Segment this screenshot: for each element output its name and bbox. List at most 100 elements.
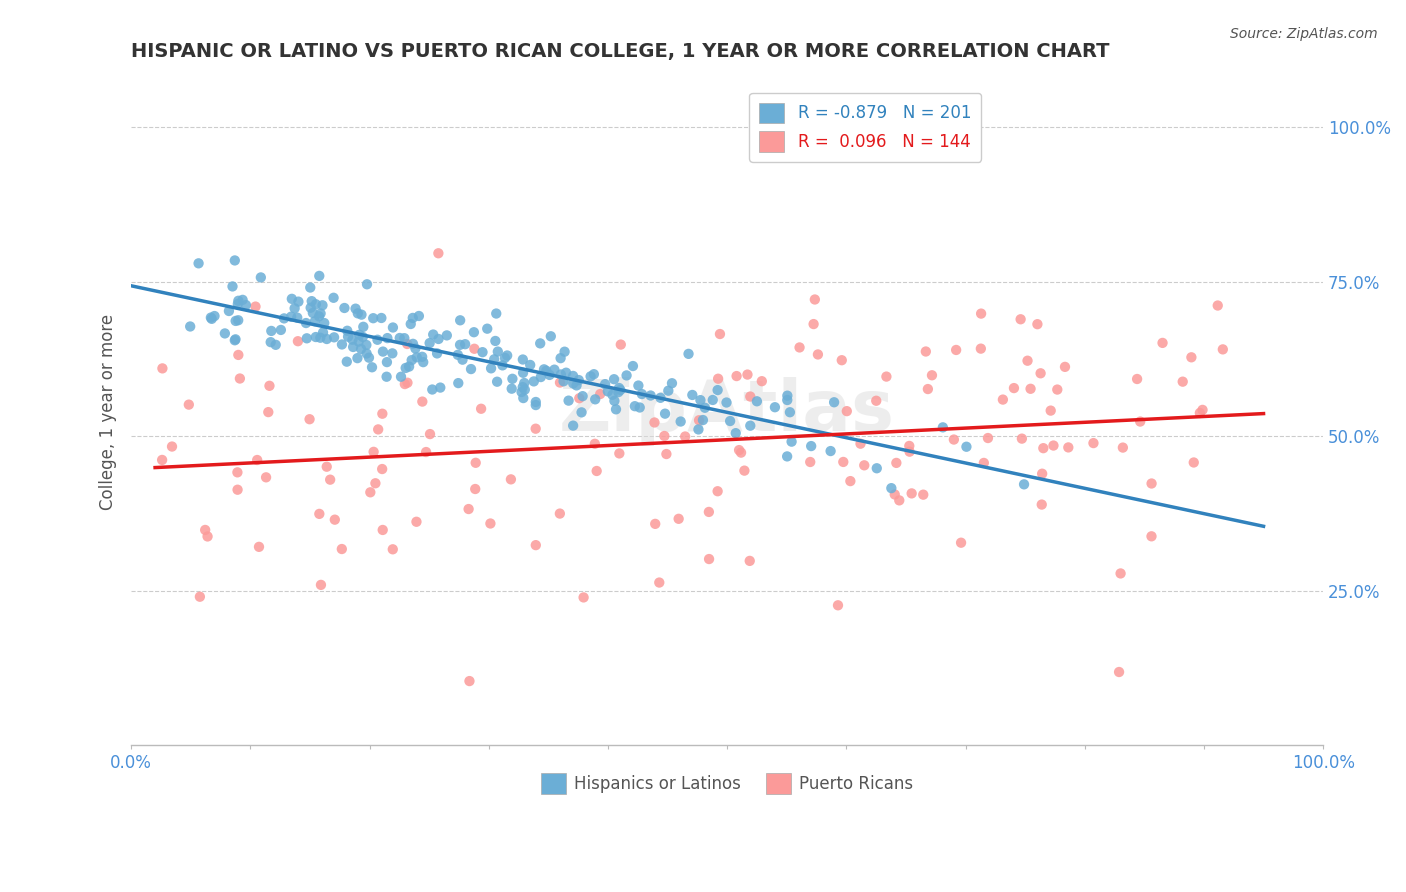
Hispanics or Latinos [260, 335, 283, 350]
Hispanics or Latinos [336, 324, 359, 338]
Puerto Ricans [1206, 299, 1229, 313]
Hispanics or Latinos [479, 361, 502, 376]
Hispanics or Latinos [932, 420, 955, 434]
Hispanics or Latinos [356, 346, 378, 360]
Hispanics or Latinos [451, 352, 474, 367]
Hispanics or Latinos [485, 306, 508, 320]
Hispanics or Latinos [603, 393, 626, 408]
Hispanics or Latinos [955, 440, 977, 454]
Puerto Ricans [548, 507, 571, 521]
Hispanics or Latinos [224, 333, 246, 347]
Hispanics or Latinos [820, 444, 842, 458]
Hispanics or Latinos [361, 311, 384, 326]
Hispanics or Latinos [823, 395, 845, 409]
Y-axis label: College, 1 year or more: College, 1 year or more [100, 313, 117, 509]
Puerto Ricans [364, 476, 387, 491]
Hispanics or Latinos [583, 392, 606, 407]
Puerto Ricans [464, 456, 486, 470]
Hispanics or Latinos [501, 382, 523, 396]
Puerto Ricans [1212, 343, 1234, 357]
Hispanics or Latinos [661, 376, 683, 391]
Puerto Ricans [315, 459, 337, 474]
Puerto Ricans [832, 455, 855, 469]
Hispanics or Latinos [718, 414, 741, 428]
Hispanics or Latinos [204, 309, 226, 323]
Hispanics or Latinos [519, 358, 541, 372]
Hispanics or Latinos [250, 270, 273, 285]
Hispanics or Latinos [214, 326, 236, 341]
Hispanics or Latinos [550, 368, 572, 382]
Hispanics or Latinos [596, 384, 619, 399]
Puerto Ricans [945, 343, 967, 357]
Hispanics or Latinos [533, 362, 555, 376]
Puerto Ricans [1042, 438, 1064, 452]
Puerto Ricans [229, 371, 252, 385]
Hispanics or Latinos [270, 323, 292, 337]
Puerto Ricans [1083, 436, 1105, 450]
Hispanics or Latinos [308, 268, 330, 283]
Hispanics or Latinos [716, 395, 738, 409]
Hispanics or Latinos [706, 383, 728, 397]
Puerto Ricans [245, 300, 267, 314]
Hispanics or Latinos [484, 334, 506, 348]
Puerto Ricans [396, 376, 419, 390]
Puerto Ricans [1029, 366, 1052, 380]
Puerto Ricans [740, 390, 762, 404]
Puerto Ricans [371, 462, 394, 476]
Puerto Ricans [1011, 432, 1033, 446]
Puerto Ricans [853, 458, 876, 473]
Puerto Ricans [470, 401, 492, 416]
Puerto Ricans [524, 538, 547, 552]
Hispanics or Latinos [264, 338, 287, 352]
Hispanics or Latinos [538, 368, 561, 382]
Hispanics or Latinos [405, 351, 427, 365]
Hispanics or Latinos [449, 338, 471, 352]
Hispanics or Latinos [800, 439, 823, 453]
Puerto Ricans [1129, 415, 1152, 429]
Puerto Ricans [970, 342, 993, 356]
Hispanics or Latinos [381, 320, 404, 334]
Hispanics or Latinos [349, 327, 371, 342]
Puerto Ricans [991, 392, 1014, 407]
Hispanics or Latinos [494, 351, 516, 365]
Puerto Ricans [464, 482, 486, 496]
Hispanics or Latinos [602, 388, 624, 402]
Hispanics or Latinos [513, 376, 536, 390]
Puerto Ricans [728, 443, 751, 458]
Hispanics or Latinos [650, 391, 672, 405]
Puerto Ricans [359, 485, 381, 500]
Puerto Ricans [371, 407, 394, 421]
Puerto Ricans [197, 529, 219, 543]
Puerto Ricans [259, 379, 281, 393]
Hispanics or Latinos [200, 310, 222, 325]
Hispanics or Latinos [512, 391, 534, 405]
Puerto Ricans [807, 347, 830, 361]
Puerto Ricans [898, 444, 921, 458]
Hispanics or Latinos [524, 398, 547, 412]
Puerto Ricans [548, 376, 571, 390]
Hispanics or Latinos [482, 352, 505, 367]
Hispanics or Latinos [377, 331, 399, 345]
Hispanics or Latinos [550, 351, 572, 366]
Hispanics or Latinos [510, 384, 533, 399]
Hispanics or Latinos [426, 346, 449, 360]
Puerto Ricans [1171, 375, 1194, 389]
Puerto Ricans [585, 464, 607, 478]
Puerto Ricans [886, 456, 908, 470]
Hispanics or Latinos [356, 277, 378, 292]
Hispanics or Latinos [224, 253, 246, 268]
Puerto Ricans [668, 512, 690, 526]
Hispanics or Latinos [579, 369, 602, 384]
Hispanics or Latinos [460, 362, 482, 376]
Puerto Ricans [330, 541, 353, 556]
Hispanics or Latinos [689, 393, 711, 408]
Puerto Ricans [572, 591, 595, 605]
Hispanics or Latinos [565, 378, 588, 392]
Hispanics or Latinos [281, 292, 304, 306]
Hispanics or Latinos [308, 310, 330, 324]
Hispanics or Latinos [357, 351, 380, 365]
Hispanics or Latinos [419, 336, 441, 351]
Hispanics or Latinos [536, 364, 558, 378]
Hispanics or Latinos [624, 399, 647, 413]
Hispanics or Latinos [344, 301, 367, 316]
